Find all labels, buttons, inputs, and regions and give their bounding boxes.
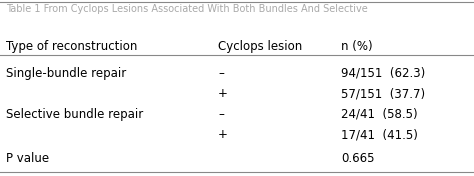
Text: +: + <box>218 87 228 100</box>
Text: Cyclops lesion: Cyclops lesion <box>218 40 302 53</box>
Text: n (%): n (%) <box>341 40 373 53</box>
Text: 0.665: 0.665 <box>341 152 375 165</box>
Text: Type of reconstruction: Type of reconstruction <box>6 40 137 53</box>
Text: 24/41  (58.5): 24/41 (58.5) <box>341 108 418 121</box>
Text: –: – <box>218 67 224 80</box>
Text: 17/41  (41.5): 17/41 (41.5) <box>341 128 418 142</box>
Text: Table 1 From Cyclops Lesions Associated With Both Bundles And Selective: Table 1 From Cyclops Lesions Associated … <box>6 4 367 14</box>
Text: +: + <box>218 128 228 142</box>
Text: P value: P value <box>6 152 49 165</box>
Text: Single-bundle repair: Single-bundle repair <box>6 67 126 80</box>
Text: 94/151  (62.3): 94/151 (62.3) <box>341 67 426 80</box>
Text: –: – <box>218 108 224 121</box>
Text: 57/151  (37.7): 57/151 (37.7) <box>341 87 425 100</box>
Text: Selective bundle repair: Selective bundle repair <box>6 108 143 121</box>
